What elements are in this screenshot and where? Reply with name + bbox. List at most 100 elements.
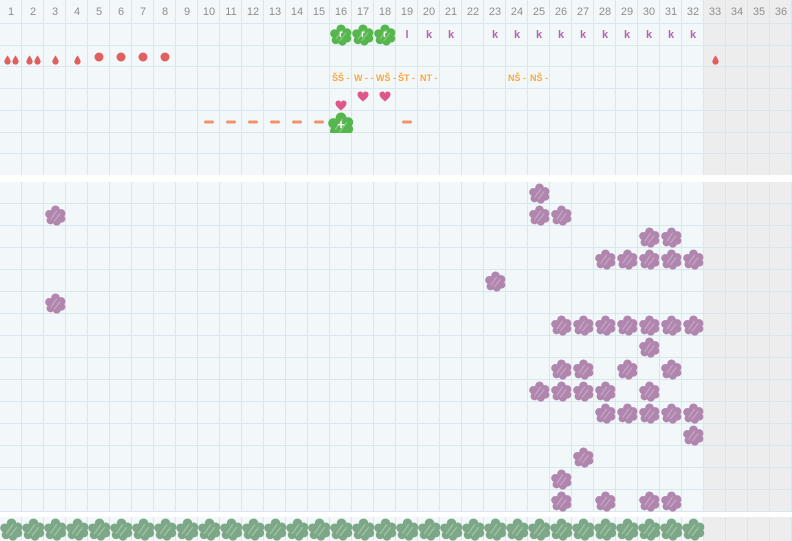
purple-flower-marker[interactable]: [617, 249, 638, 270]
droplet-icon[interactable]: [52, 52, 59, 62]
sage-flower-marker[interactable]: [550, 518, 573, 541]
purple-flower-marker[interactable]: [639, 403, 660, 424]
purple-flower-marker[interactable]: [639, 337, 660, 358]
purple-flower-marker[interactable]: [683, 425, 704, 446]
care-row-flowering[interactable]: [0, 89, 792, 111]
letter-marker[interactable]: k: [667, 28, 675, 41]
letter-marker[interactable]: k: [535, 28, 543, 41]
purple-flower-marker[interactable]: [573, 447, 594, 468]
purple-flower-marker[interactable]: [573, 315, 594, 336]
sage-flower-marker[interactable]: [132, 518, 155, 541]
sage-flower-marker[interactable]: [484, 518, 507, 541]
sage-flower-marker[interactable]: [440, 518, 463, 541]
sage-flower-marker[interactable]: [462, 518, 485, 541]
letter-marker[interactable]: k: [601, 28, 609, 41]
sage-flower-marker[interactable]: [66, 518, 89, 541]
dash-icon[interactable]: [248, 120, 258, 124]
purple-flower-marker[interactable]: [573, 381, 594, 402]
sage-flower-marker[interactable]: [396, 518, 419, 541]
purple-flower-marker[interactable]: [683, 249, 704, 270]
sage-flower-marker[interactable]: [88, 518, 111, 541]
green-flower-marker[interactable]: r: [352, 24, 374, 46]
sage-flower-marker[interactable]: [22, 518, 45, 541]
droplet-icon[interactable]: [12, 52, 19, 62]
letter-marker[interactable]: k: [689, 28, 697, 41]
purple-flower-marker[interactable]: [573, 359, 594, 380]
dash-icon[interactable]: [204, 120, 214, 124]
droplet-icon[interactable]: [712, 52, 719, 62]
care-row-empty-1[interactable]: [0, 132, 792, 155]
purple-flower-marker[interactable]: [529, 183, 550, 204]
purple-flower-marker[interactable]: [661, 315, 682, 336]
purple-flower-marker[interactable]: [551, 469, 572, 490]
green-plus-flower-marker[interactable]: +: [328, 112, 354, 138]
purple-flower-marker[interactable]: [617, 403, 638, 424]
purple-flower-marker[interactable]: [661, 491, 682, 512]
purple-flower-marker[interactable]: [639, 491, 660, 512]
purple-flower-marker[interactable]: [639, 381, 660, 402]
purple-flower-marker[interactable]: [595, 381, 616, 402]
letter-marker[interactable]: k: [491, 28, 499, 41]
care-row-watering[interactable]: [0, 45, 792, 68]
letter-marker[interactable]: k: [645, 28, 653, 41]
sage-flower-marker[interactable]: [176, 518, 199, 541]
purple-flower-marker[interactable]: [639, 227, 660, 248]
purple-flower-marker[interactable]: [595, 403, 616, 424]
sage-flower-marker[interactable]: [198, 518, 221, 541]
sage-flower-marker[interactable]: [594, 518, 617, 541]
sage-flower-marker[interactable]: [264, 518, 287, 541]
bottom-summary-row[interactable]: [0, 517, 792, 541]
droplet-icon[interactable]: [74, 52, 81, 62]
heart-icon[interactable]: [357, 89, 369, 100]
purple-flower-marker[interactable]: [551, 205, 572, 226]
purple-flower-marker[interactable]: [595, 491, 616, 512]
droplet-icon[interactable]: [26, 52, 33, 62]
purple-flower-marker[interactable]: [683, 315, 704, 336]
care-row-cutting[interactable]: +: [0, 110, 792, 133]
droplet-icon[interactable]: [34, 52, 41, 62]
green-flower-marker[interactable]: r: [374, 24, 396, 46]
sage-flower-marker[interactable]: [308, 518, 331, 541]
sage-flower-marker[interactable]: [528, 518, 551, 541]
purple-flower-marker[interactable]: [617, 315, 638, 336]
purple-flower-marker[interactable]: [529, 381, 550, 402]
sage-flower-marker[interactable]: [352, 518, 375, 541]
dash-icon[interactable]: [270, 120, 280, 124]
care-row-empty-2[interactable]: [0, 154, 792, 176]
sage-flower-marker[interactable]: [0, 518, 23, 541]
purple-flower-marker[interactable]: [551, 359, 572, 380]
purple-flower-marker[interactable]: [551, 381, 572, 402]
purple-flower-marker[interactable]: [683, 403, 704, 424]
dash-icon[interactable]: [226, 120, 236, 124]
watering-dot-icon[interactable]: [94, 52, 104, 61]
purple-flower-marker[interactable]: [529, 205, 550, 226]
purple-flower-marker[interactable]: [661, 227, 682, 248]
sage-flower-marker[interactable]: [682, 518, 705, 541]
dash-icon[interactable]: [292, 120, 302, 124]
watering-dot-icon[interactable]: [116, 52, 126, 61]
letter-marker[interactable]: l: [405, 28, 409, 41]
letter-marker[interactable]: k: [623, 28, 631, 41]
purple-flower-marker[interactable]: [639, 315, 660, 336]
purple-flower-marker[interactable]: [485, 271, 506, 292]
sage-flower-marker[interactable]: [330, 518, 353, 541]
heart-icon[interactable]: [379, 89, 391, 100]
letter-marker[interactable]: k: [425, 28, 433, 41]
droplet-icon[interactable]: [4, 52, 11, 62]
green-flower-marker[interactable]: r: [330, 24, 352, 46]
purple-flower-marker[interactable]: [551, 491, 572, 512]
purple-flower-marker[interactable]: [45, 293, 66, 314]
purple-flower-marker[interactable]: [661, 249, 682, 270]
sage-flower-marker[interactable]: [374, 518, 397, 541]
purple-flower-marker[interactable]: [45, 205, 66, 226]
dash-icon[interactable]: [402, 120, 412, 124]
sage-flower-marker[interactable]: [418, 518, 441, 541]
sage-flower-marker[interactable]: [638, 518, 661, 541]
sage-flower-marker[interactable]: [572, 518, 595, 541]
purple-flower-marker[interactable]: [639, 249, 660, 270]
purple-flower-marker[interactable]: [551, 315, 572, 336]
sage-flower-marker[interactable]: [616, 518, 639, 541]
sage-flower-marker[interactable]: [242, 518, 265, 541]
letter-marker[interactable]: k: [447, 28, 455, 41]
